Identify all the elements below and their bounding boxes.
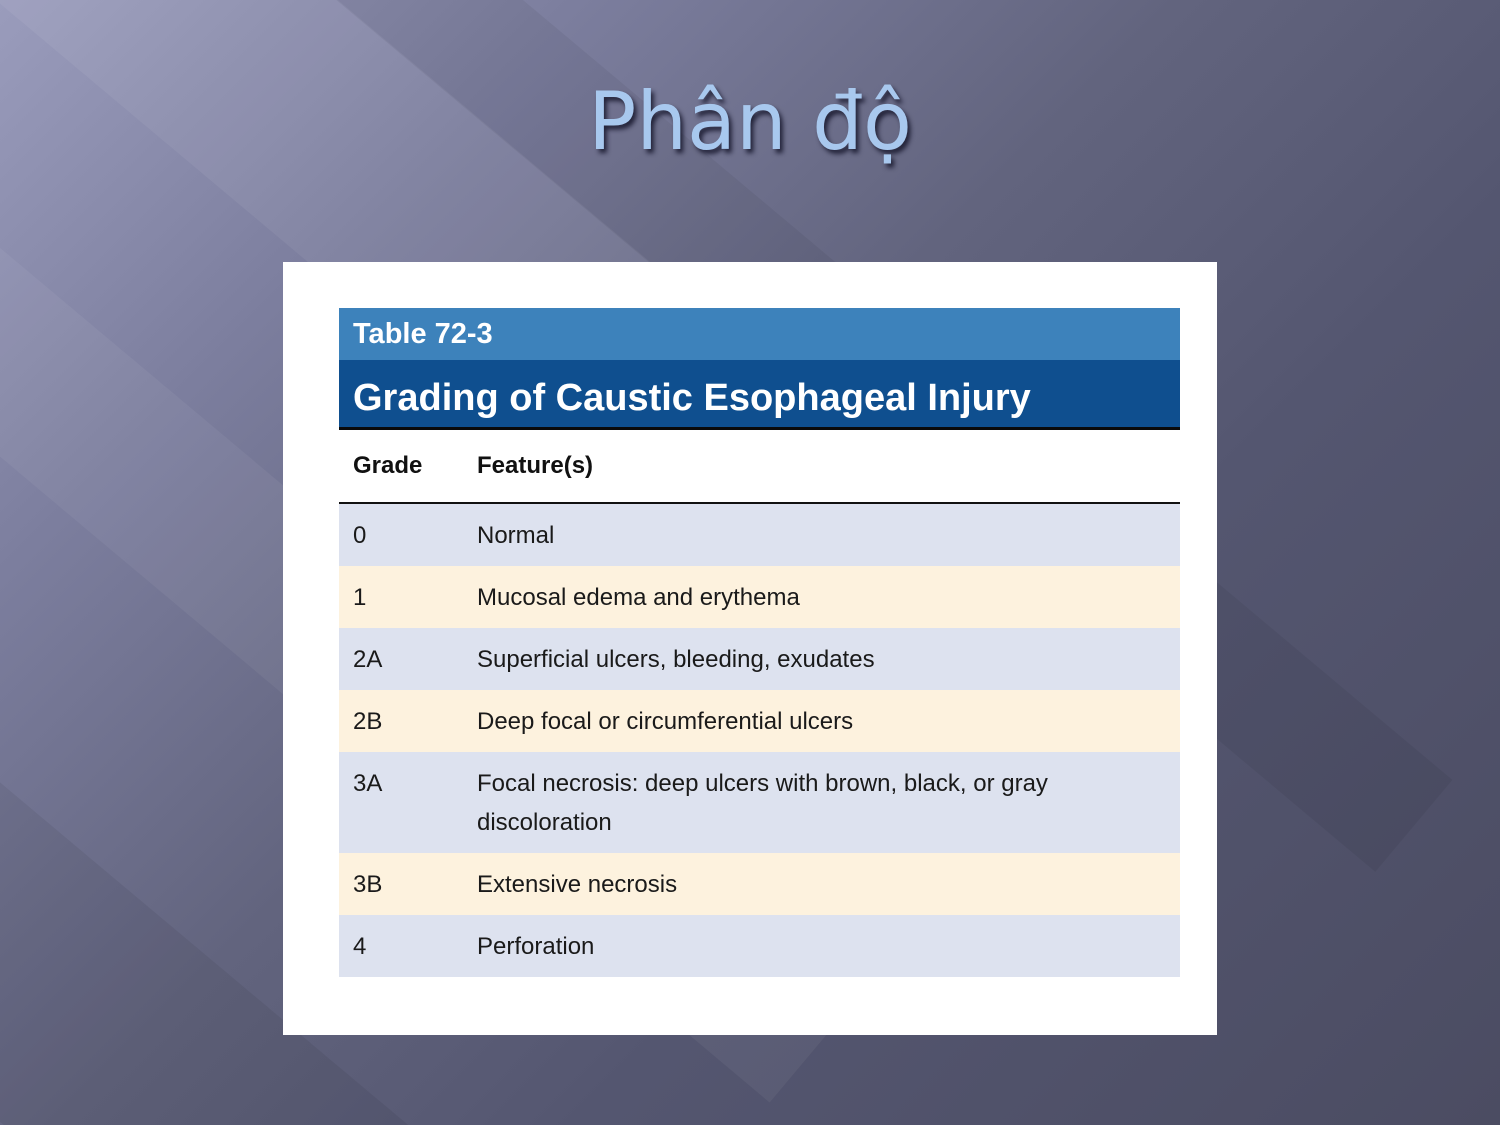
table-row: 2A Superficial ulcers, bleeding, exudate… [339, 628, 1180, 690]
feature-cell: Perforation [477, 933, 595, 960]
feature-cell: Deep focal or circumferential ulcers [477, 708, 854, 735]
feature-cell: Normal [477, 522, 555, 549]
table-label: Table 72-3 [339, 308, 1180, 360]
table-title: Grading of Caustic Esophageal Injury [339, 360, 1180, 430]
table-card: Table 72-3 Grading of Caustic Esophageal… [283, 262, 1217, 1035]
table-row: 3B Extensive necrosis [339, 853, 1180, 915]
grade-cell: 4 [353, 933, 367, 960]
table-header-row: Grade Feature(s) [339, 430, 1180, 504]
grading-table: Table 72-3 Grading of Caustic Esophageal… [339, 308, 1180, 977]
table-row: 0 Normal [339, 504, 1180, 566]
feature-cell: Mucosal edema and erythema [477, 584, 800, 611]
slide-title: Phân độ [588, 75, 912, 168]
grade-cell: 1 [353, 584, 367, 611]
table-row: 3A Focal necrosis: deep ulcers with brow… [339, 752, 1180, 853]
grade-cell: 3A [353, 770, 383, 797]
header-grade: Grade [353, 452, 423, 479]
table-row: 4 Perforation [339, 915, 1180, 977]
table-row: 1 Mucosal edema and erythema [339, 566, 1180, 628]
feature-cell: Focal necrosis: deep ulcers with brown, … [477, 770, 1048, 836]
grade-cell: 0 [353, 522, 367, 549]
table-row: 2B Deep focal or circumferential ulcers [339, 690, 1180, 752]
grade-cell: 3B [353, 871, 383, 898]
grade-cell: 2B [353, 708, 383, 735]
feature-cell: Extensive necrosis [477, 871, 678, 898]
grade-cell: 2A [353, 646, 383, 673]
header-features: Feature(s) [477, 452, 594, 479]
feature-cell: Superficial ulcers, bleeding, exudates [477, 646, 875, 673]
